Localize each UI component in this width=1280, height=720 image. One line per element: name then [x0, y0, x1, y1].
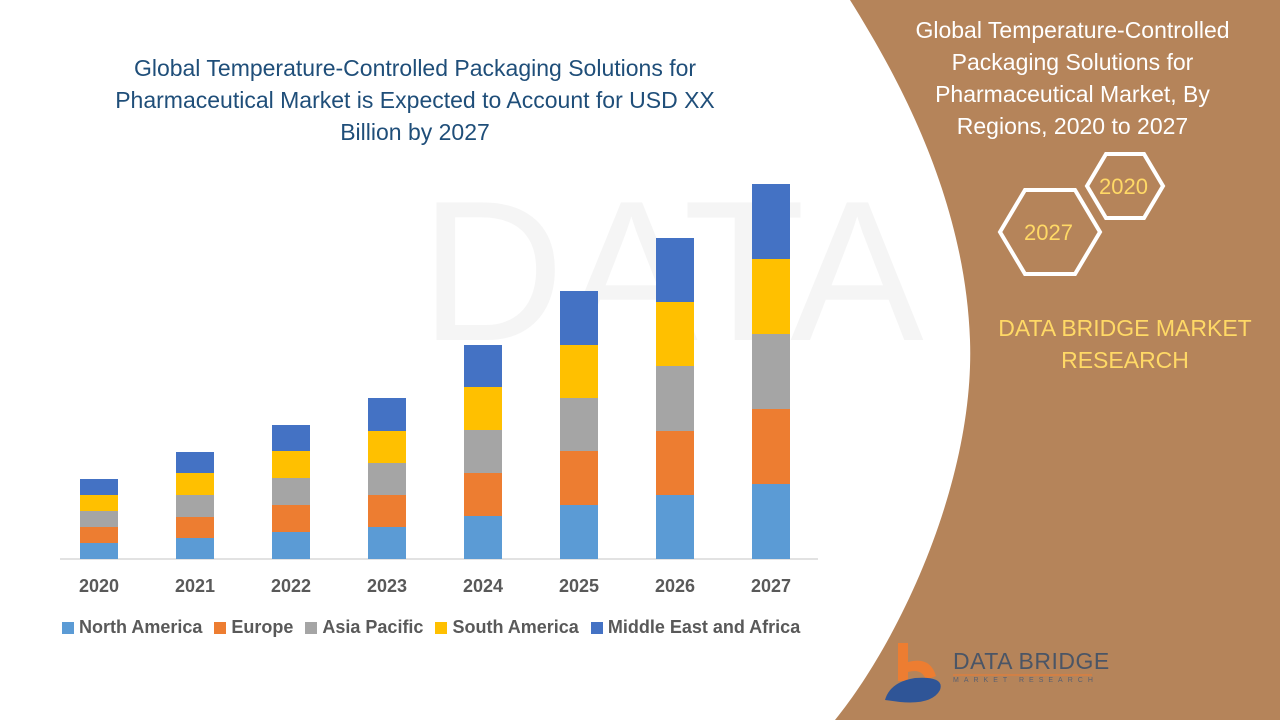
x-tick-label: 2021 [174, 576, 216, 596]
bar-2025-middle-east-and-africa [560, 291, 598, 345]
bar-2025-europe [560, 451, 598, 505]
bar-2023-europe [368, 495, 406, 527]
bar-2021-middle-east-and-africa [176, 452, 214, 473]
bar-2021-north-america [176, 538, 214, 559]
bar-2023-middle-east-and-africa [368, 398, 406, 431]
bar-2022-middle-east-and-africa [272, 425, 310, 451]
bar-2027-north-america [752, 484, 790, 559]
x-tick-label: 2024 [462, 576, 504, 596]
legend-swatch [305, 621, 318, 634]
right-panel [835, 0, 1280, 720]
bar-2026-europe [656, 431, 694, 495]
bar-2027-asia-pacific [752, 334, 790, 409]
legend-item: South America [435, 617, 579, 638]
bar-2021-europe [176, 517, 214, 538]
bar-2023-asia-pacific [368, 463, 406, 495]
bar-2024-north-america [464, 516, 502, 559]
bar-2025-asia-pacific [560, 398, 598, 451]
legend-swatch [62, 621, 74, 634]
hexagon-2020 [1084, 152, 1166, 220]
logo-icon [885, 643, 941, 703]
legend-label: South America [452, 617, 579, 637]
bar-2022-asia-pacific [272, 478, 310, 505]
x-tick-label: 2023 [366, 576, 408, 596]
bar-2023-north-america [368, 527, 406, 559]
bars [80, 184, 790, 559]
bar-2020-north-america [80, 543, 118, 559]
bar-2022-europe [272, 505, 310, 532]
bar-2025-north-america [560, 505, 598, 559]
bar-2027-middle-east-and-africa [752, 184, 790, 259]
legend-label: North America [79, 617, 203, 637]
hex-label-2020: 2020 [1099, 174, 1148, 199]
bar-2020-europe [80, 527, 118, 543]
bar-2022-south-america [272, 451, 310, 478]
bar-2021-south-america [176, 473, 214, 495]
legend-label: Asia Pacific [322, 617, 424, 637]
bar-2024-asia-pacific [464, 430, 502, 473]
legend-item: Asia Pacific [305, 617, 423, 638]
x-tick-label: 2022 [270, 576, 312, 596]
bar-2020-south-america [80, 495, 118, 511]
bar-2020-middle-east-and-africa [80, 479, 118, 495]
legend-swatch [435, 621, 448, 634]
bar-2024-middle-east-and-africa [464, 345, 502, 387]
hex-label-2027: 2027 [1024, 220, 1073, 245]
bar-2023-south-america [368, 431, 406, 463]
x-tick-label: 2025 [558, 576, 600, 596]
bar-2024-south-america [464, 387, 502, 430]
chart-title: Global Temperature-Controlled Packaging … [115, 55, 715, 145]
bar-2027-europe [752, 409, 790, 484]
legend-item: Middle East and Africa [590, 617, 801, 638]
legend-label: Middle East and Africa [607, 617, 801, 637]
bar-2026-asia-pacific [656, 366, 694, 431]
panel-title: Global Temperature-Controlled Packaging … [915, 17, 1230, 139]
logo-name: DATA BRIDGE [953, 648, 1110, 674]
bar-2022-north-america [272, 532, 310, 559]
legend-item: North America [62, 617, 202, 638]
x-tick-label: 2020 [78, 576, 120, 596]
x-tick-label: 2027 [750, 576, 792, 596]
x-tick-label: 2026 [654, 576, 696, 596]
legend-swatch [590, 621, 603, 634]
bar-2025-south-america [560, 345, 598, 398]
hexagon-2027 [997, 188, 1103, 276]
bar-2026-middle-east-and-africa [656, 238, 694, 302]
brand-text: DATA BRIDGE MARKET RESEARCH [998, 315, 1252, 373]
bar-2021-asia-pacific [176, 495, 214, 517]
legend: North America Europe Asia Pacific South Ame… [62, 617, 800, 638]
legend-item: Europe [214, 617, 293, 638]
bar-2026-north-america [656, 495, 694, 559]
bar-2027-south-america [752, 259, 790, 334]
logo-sub: MARKET RESEARCH [953, 677, 1098, 684]
bar-2020-asia-pacific [80, 511, 118, 527]
bar-2026-south-america [656, 302, 694, 366]
bar-2024-europe [464, 473, 502, 516]
legend-label: Europe [231, 617, 294, 637]
legend-swatch [214, 621, 227, 634]
